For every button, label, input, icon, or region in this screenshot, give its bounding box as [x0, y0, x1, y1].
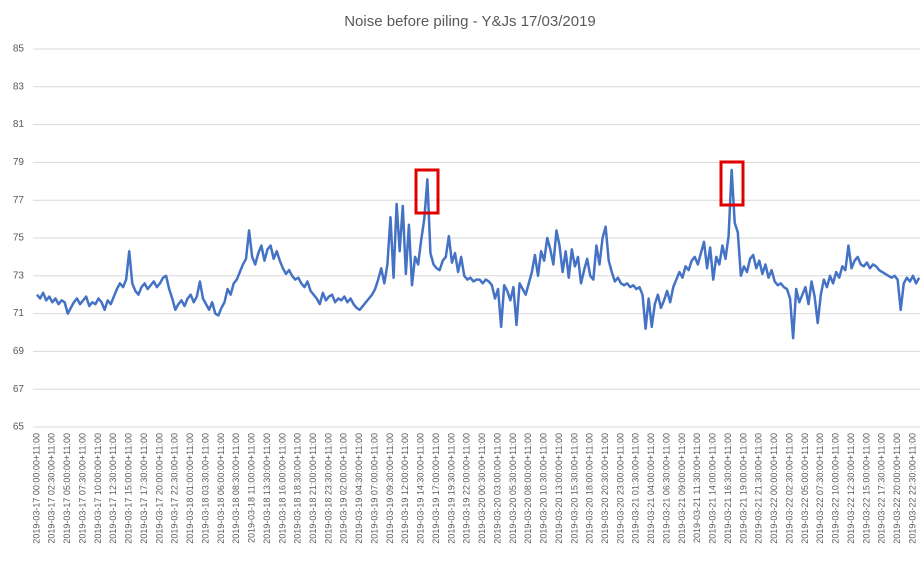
x-tick-label: 2019-03-22 05:00:00+11:00: [800, 433, 810, 544]
x-tick-label: 2019-03-21 01:30:00+11:00: [631, 433, 641, 544]
x-tick-label: 2019-03-21 11:30:00+11:00: [692, 433, 702, 543]
x-tick-label: 2019-03-17 20:00:00+11:00: [154, 433, 164, 544]
x-tick-label: 2019-03-18 03:30:00+11:00: [200, 433, 210, 544]
x-tick-label: 2019-03-22 02:30:00+11:00: [784, 433, 794, 544]
x-tick-label: 2019-03-20 08:00:00+11:00: [523, 433, 533, 544]
x-tick-label: 2019-03-20 00:30:00+11:00: [477, 433, 487, 544]
x-tick-label: 2019-03-21 14:00:00+11:00: [708, 433, 718, 544]
x-tick-label: 2019-03-21 04:00:00+11:00: [646, 433, 656, 544]
x-tick-label: 2019-03-22 00:00:00+11:00: [769, 433, 779, 544]
x-tick-label: 2019-03-22 17:30:00+11:00: [877, 433, 887, 544]
x-tick-label: 2019-03-22 10:00:00+11:00: [831, 433, 841, 544]
x-tick-label: 2019-03-17 15:00:00+11:00: [124, 433, 134, 544]
y-tick-label: 77: [13, 195, 25, 206]
x-tick-label: 2019-03-18 13:30:00+11:00: [262, 433, 272, 544]
x-tick-label: 2019-03-19 17:00:00+11:00: [431, 433, 441, 544]
y-tick-label: 79: [13, 157, 25, 168]
x-tick-label: 2019-03-17 17:30:00+11:00: [139, 433, 149, 544]
x-tick-label: 2019-03-22 07:30:00+11:00: [815, 433, 825, 544]
x-tick-label: 2019-03-21 19:00:00+11:00: [738, 433, 748, 544]
y-tick-label: 83: [13, 81, 25, 92]
x-tick-label: 2019-03-19 04:30:00+11:00: [354, 433, 364, 544]
x-tick-label: 2019-03-22 20:00:00+11:00: [892, 433, 902, 544]
x-tick-label: 2019-03-21 09:00:00+11:00: [677, 433, 687, 544]
x-tick-label: 2019-03-17 22:30:00+11:00: [170, 433, 180, 544]
x-tick-label: 2019-03-17 10:00:00+11:00: [93, 433, 103, 544]
x-tick-label: 2019-03-20 23:00:00+11:00: [615, 433, 625, 544]
x-tick-label: 2019-03-18 18:30:00+11:00: [293, 433, 303, 544]
x-tick-label: 2019-03-19 14:30:00+11:00: [416, 433, 426, 544]
x-tick-label: 2019-03-17 07:30:00+11:00: [77, 433, 87, 544]
x-tick-label: 2019-03-22 12:30:00+11:00: [846, 433, 856, 544]
x-tick-label: 2019-03-17 02:30:00+11:00: [47, 433, 57, 544]
y-tick-label: 69: [13, 346, 25, 357]
x-tick-label: 2019-03-20 03:00:00+11:00: [492, 433, 502, 544]
x-tick-label: 2019-03-22 15:00:00+11:00: [861, 433, 871, 544]
x-tick-label: 2019-03-18 08:30:00+11:00: [231, 433, 241, 544]
x-tick-label: 2019-03-20 18:00:00+11:00: [585, 433, 595, 544]
y-tick-label: 65: [13, 422, 25, 433]
y-tick-label: 71: [13, 308, 25, 319]
y-tick-label: 85: [13, 44, 25, 55]
y-tick-label: 73: [13, 270, 25, 281]
x-tick-label: 2019-03-17 05:00:00+11:00: [62, 433, 72, 544]
x-tick-label: 2019-03-18 21:00:00+11:00: [308, 433, 318, 544]
x-tick-label: 2019-03-20 13:00:00+11:00: [554, 433, 564, 544]
x-tick-label: 2019-03-19 12:00:00+11:00: [400, 433, 410, 544]
x-tick-label: 2019-03-20 20:30:00+11:00: [600, 433, 610, 544]
x-tick-label: 2019-03-19 22:00:00+11:00: [462, 433, 472, 544]
highlight-box: [414, 168, 440, 215]
y-tick-label: 67: [13, 384, 25, 395]
grid: 65 67 69 71 73 75 77 79 81 83 85 2019-03-17 00:00:0…: [13, 44, 920, 544]
highlight-box: [719, 160, 745, 207]
x-tick-label: 2019-03-18 11:00:00+11:00: [247, 433, 257, 543]
x-tick-label: 2019-03-19 19:30:00+11:00: [446, 433, 456, 544]
x-tick-label: 2019-03-19 02:00:00+11:00: [339, 433, 349, 544]
x-tick-label: 2019-03-20 10:30:00+11:00: [539, 433, 549, 544]
x-tick-label: 2019-03-17 12:30:00+11:00: [108, 433, 118, 544]
x-tick-label: 2019-03-18 06:00:00+11:00: [216, 433, 226, 544]
chart-title: Noise before piling - Y&Js 17/03/2019: [344, 13, 596, 30]
x-tick-label: 2019-03-21 16:30:00+11:00: [723, 433, 733, 544]
plot: [36, 168, 921, 340]
y-tick-label: 81: [13, 119, 25, 130]
x-tick-label: 2019-03-18 16:00:00+11:00: [277, 433, 287, 544]
x-tick-label: 2019-03-19 07:00:00+11:00: [369, 433, 379, 544]
y-tick-label: 75: [13, 233, 25, 244]
x-tick-label: 2019-03-22 22:30:00+11:00: [907, 433, 917, 544]
x-tick-label: 2019-03-21 21:30:00+11:00: [754, 433, 764, 544]
x-tick-label: 2019-03-19 09:30:00+11:00: [385, 433, 395, 544]
x-tick-label: 2019-03-18 23:30:00+11:00: [323, 433, 333, 544]
x-tick-label: 2019-03-21 06:30:00+11:00: [661, 433, 671, 544]
x-tick-label: 2019-03-17 00:00:00+11:00: [31, 433, 41, 544]
x-tick-label: 2019-03-18 01:00:00+11:00: [185, 433, 195, 544]
x-tick-label: 2019-03-20 05:30:00+11:00: [508, 433, 518, 544]
x-tick-label: 2019-03-20 15:30:00+11:00: [569, 433, 579, 544]
data-line: [36, 168, 921, 340]
